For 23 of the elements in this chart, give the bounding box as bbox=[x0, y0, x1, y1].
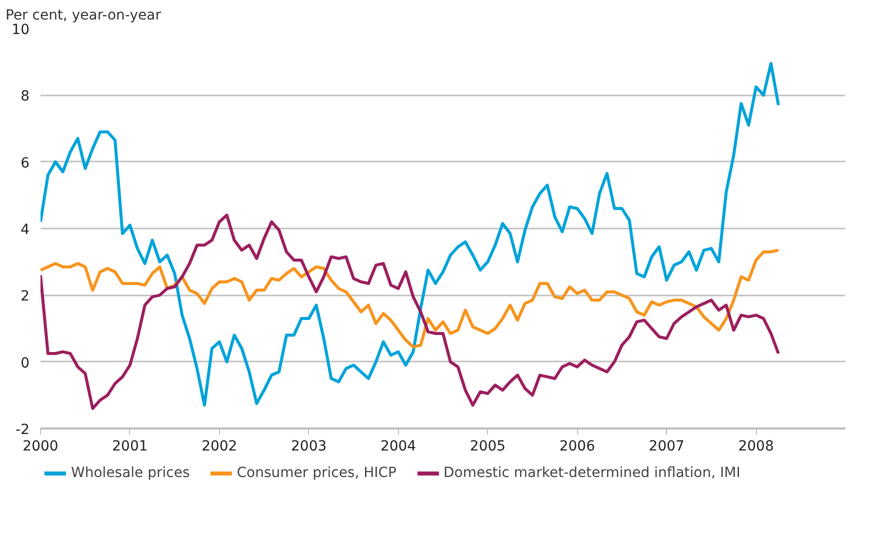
x-tick-label: 2004 bbox=[380, 438, 416, 454]
y-tick-label: 2 bbox=[20, 288, 30, 305]
line-series bbox=[40, 62, 780, 407]
x-tick-label: 2007 bbox=[648, 438, 684, 454]
y-axis-title: Per cent, year-on-year bbox=[6, 8, 162, 24]
y-tick-label: -2 bbox=[16, 422, 30, 438]
x-tick-label: 2003 bbox=[291, 438, 327, 454]
legend-label: Domestic market-determined inflation, IMI bbox=[444, 465, 740, 481]
y-tick-label: 8 bbox=[20, 88, 30, 105]
y-tick-label: 10 bbox=[12, 22, 30, 38]
legend-label: Wholesale prices bbox=[71, 465, 190, 481]
y-tick-label: 6 bbox=[20, 155, 30, 172]
line-series bbox=[40, 248, 780, 348]
legend-label: Consumer prices, HICP bbox=[236, 465, 396, 481]
x-tick-label: 2005 bbox=[470, 438, 506, 454]
x-tick-label: 2002 bbox=[202, 438, 238, 454]
x-tick-label: 2008 bbox=[738, 438, 774, 454]
y-tick-label: 4 bbox=[20, 222, 30, 238]
x-tick-label: 2001 bbox=[112, 438, 148, 454]
y-tick-label: 0 bbox=[20, 355, 30, 372]
x-tick-label: 2000 bbox=[22, 438, 58, 454]
x-tick-label: 2006 bbox=[559, 438, 596, 454]
line-series bbox=[40, 214, 780, 410]
